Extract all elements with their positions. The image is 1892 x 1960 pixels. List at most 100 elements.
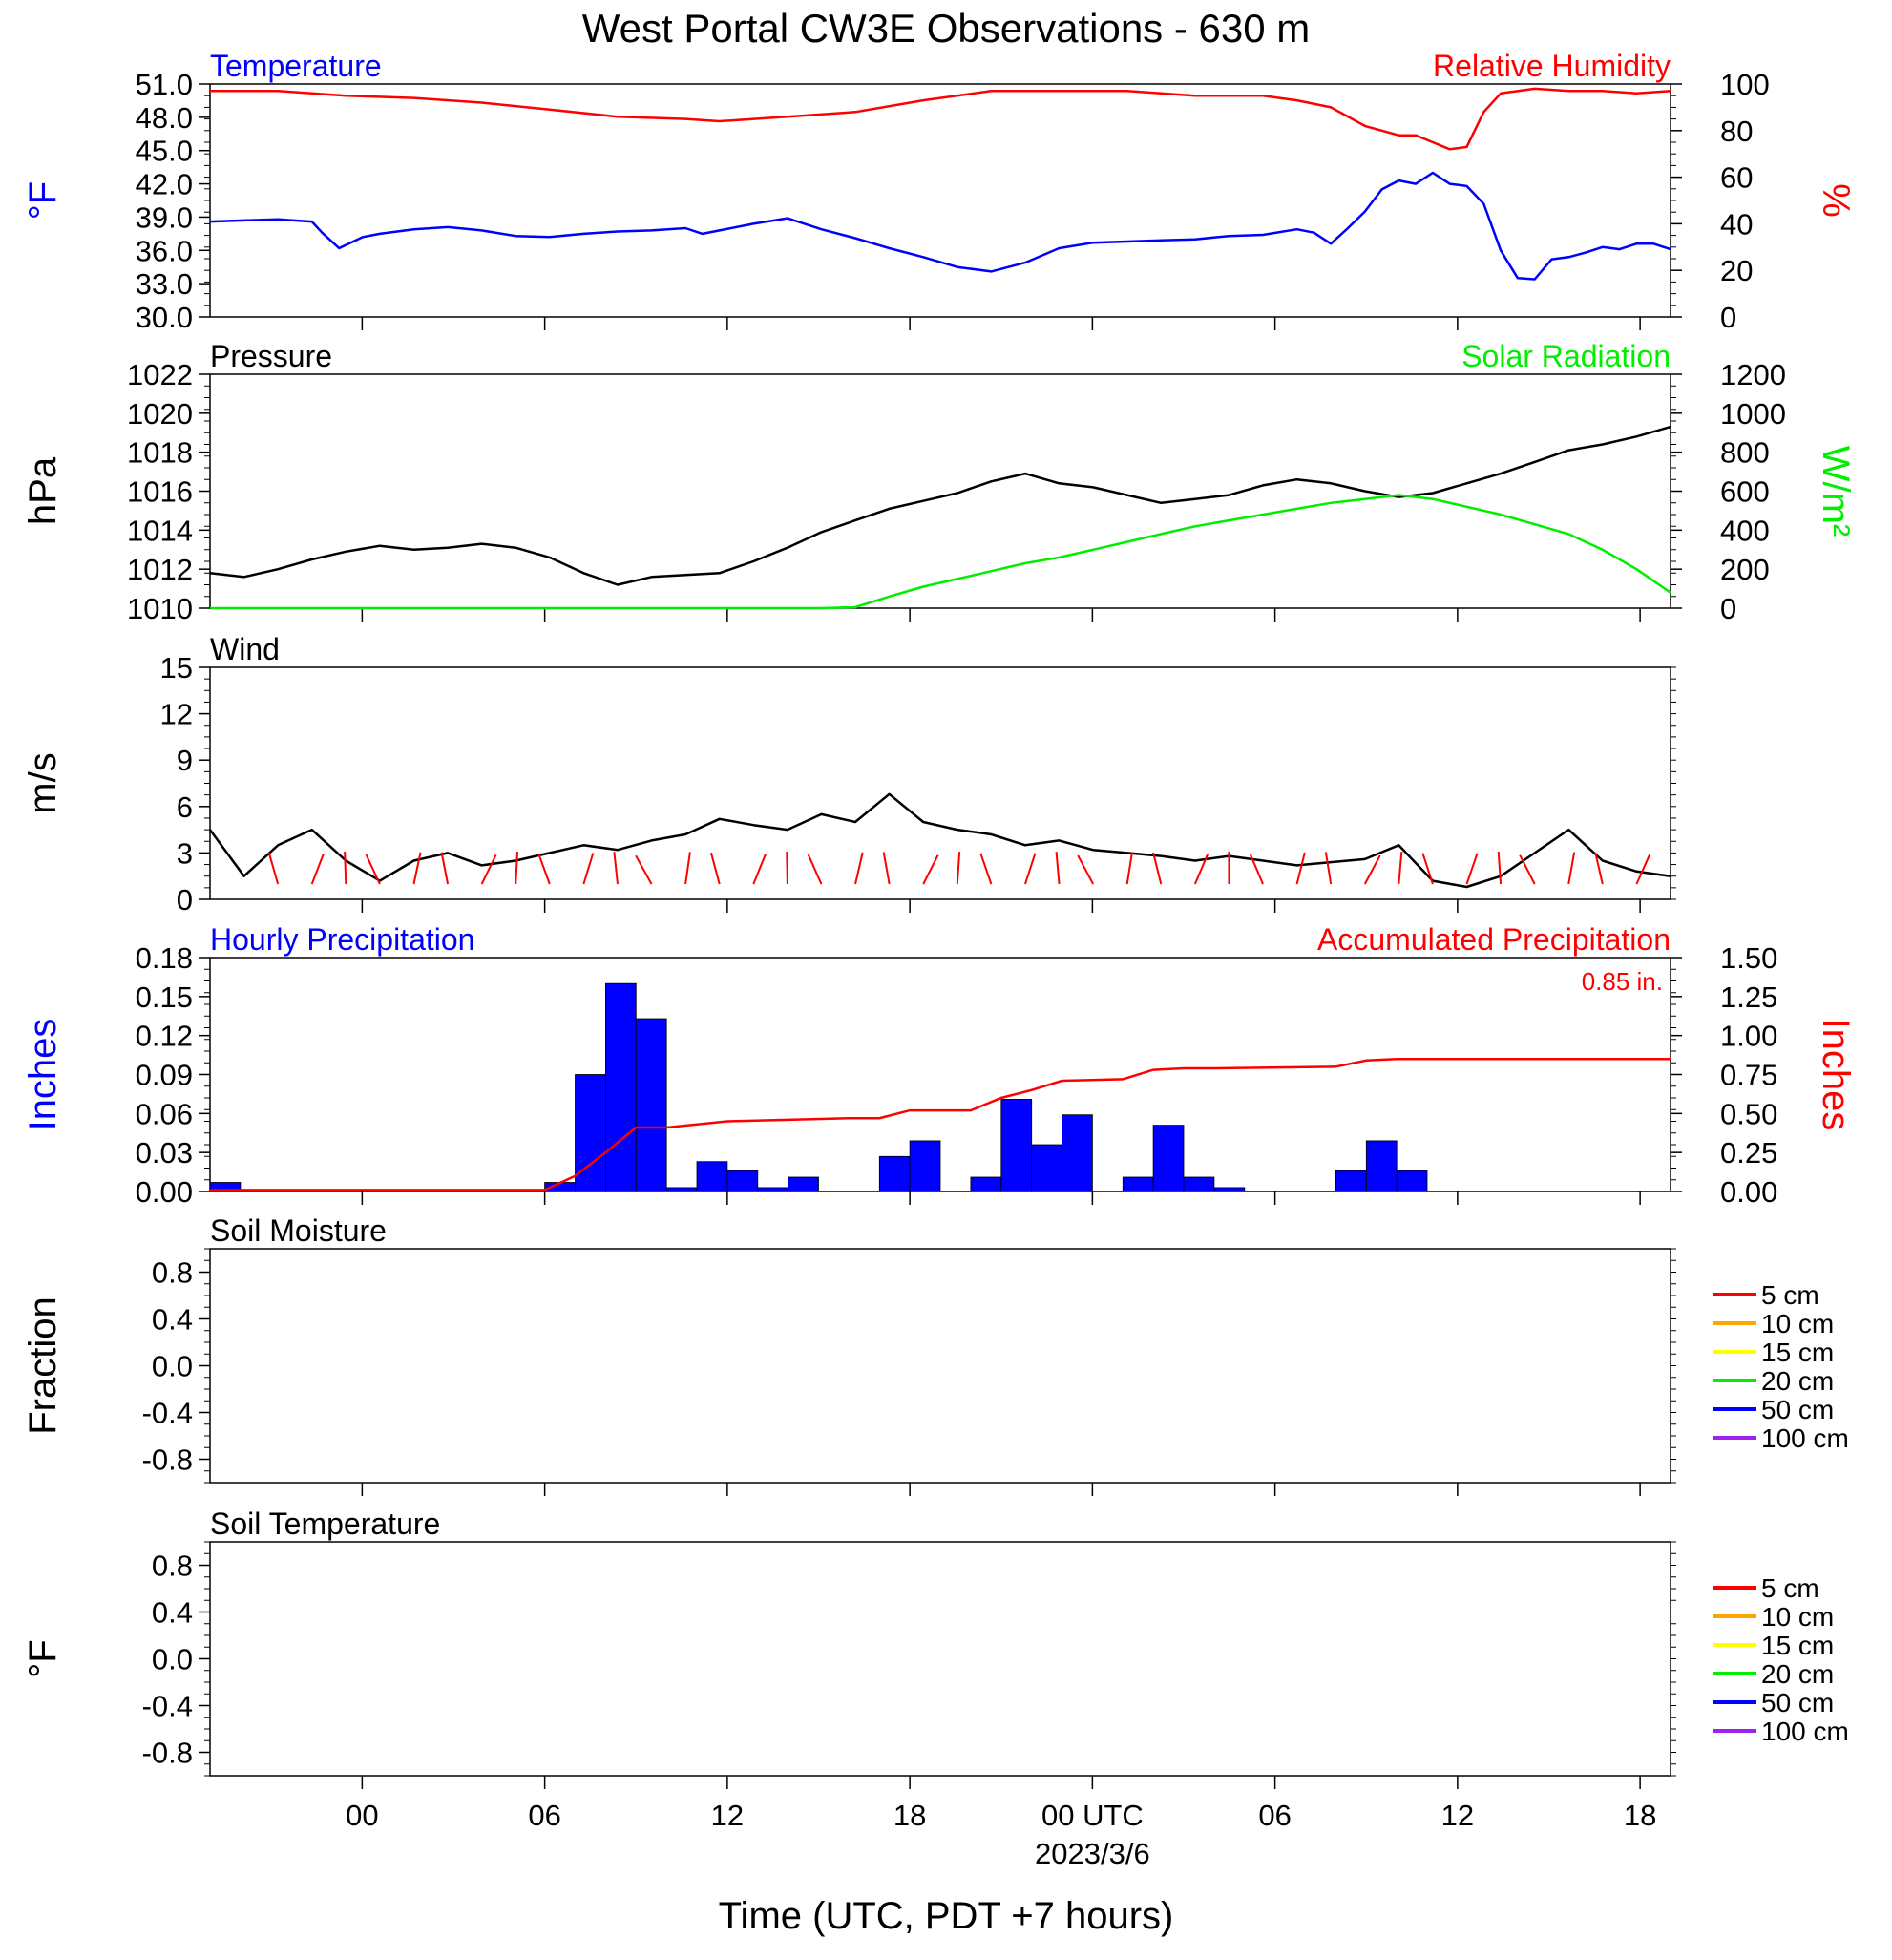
y-tick-label-left: 0.00 xyxy=(136,1175,193,1209)
y-tick-label-left: 48.0 xyxy=(136,101,193,135)
x-tick-label: 00 xyxy=(346,1799,378,1832)
y-tick-label-left: 0.4 xyxy=(152,1596,193,1630)
wind-barb xyxy=(807,854,823,885)
precip-bar xyxy=(1062,1114,1093,1192)
wind-barb xyxy=(1055,852,1061,885)
y-tick-label-left: 0.06 xyxy=(136,1097,193,1130)
y-axis-label-left: Inches xyxy=(22,1019,64,1131)
panel-title-left: Wind xyxy=(210,632,280,666)
y-tick-label-left: 1022 xyxy=(127,358,193,391)
wind-barb xyxy=(1125,852,1134,885)
y-tick-label-right: 0 xyxy=(1720,301,1736,334)
wind-barb xyxy=(922,854,939,885)
y-tick-label-left: 42.0 xyxy=(136,168,193,201)
precip-bar xyxy=(209,1182,242,1192)
y-tick-label-left: 15 xyxy=(160,651,193,685)
y-axis-label-left: hPa xyxy=(22,456,64,525)
accumulated-total-annotation: 0.85 in. xyxy=(1582,967,1663,996)
y-axis-label-left: m/s xyxy=(22,752,64,813)
precip-bar xyxy=(878,1155,911,1192)
x-tick-label: 06 xyxy=(1258,1799,1291,1832)
precip-bar xyxy=(575,1074,606,1192)
wind-barb xyxy=(635,854,653,885)
y-tick-label-right: 1200 xyxy=(1720,358,1786,391)
y-tick-label-right: 60 xyxy=(1720,161,1753,195)
wind-barb xyxy=(1497,852,1503,885)
legend-label: 5 cm xyxy=(1761,1280,1819,1310)
y-tick-label-left: 36.0 xyxy=(136,234,193,267)
y-tick-label-right: 1.25 xyxy=(1720,980,1777,1014)
precip-bar xyxy=(757,1187,789,1192)
panel-4: Hourly Precipitation Accumulated Precipit… xyxy=(22,922,1857,1209)
precip-bar xyxy=(1213,1187,1246,1192)
panel-1: Temperature Relative Humidity 51.048.045.0… xyxy=(22,49,1857,334)
y-tick-label-left: 0.4 xyxy=(152,1303,193,1337)
x-tick-label: 18 xyxy=(1624,1799,1656,1832)
y-tick-label-left: 0.8 xyxy=(152,1256,193,1290)
precip-bar xyxy=(1152,1125,1185,1192)
wind-barb xyxy=(1193,854,1209,885)
legend-label: 5 cm xyxy=(1761,1573,1819,1603)
y-tick-label-right: 80 xyxy=(1720,115,1753,148)
y-tick-label-left: 1020 xyxy=(127,397,193,431)
y-tick-label-right: 100 xyxy=(1720,68,1770,101)
y-tick-label-right: 1000 xyxy=(1720,397,1786,431)
y-tick-label-left: 3 xyxy=(177,836,193,870)
wind-barb xyxy=(1635,854,1651,885)
y-tick-label-left: 0 xyxy=(177,883,193,917)
precip-bar xyxy=(1122,1176,1154,1192)
panel-title-left: Soil Temperature xyxy=(210,1507,440,1541)
panel-2: Pressure Solar Radiation 1022 1020 1018 1016 1… xyxy=(22,339,1857,625)
precip-bar xyxy=(1183,1176,1215,1192)
y-tick-label-right: 0.25 xyxy=(1720,1136,1777,1170)
wind-barb xyxy=(854,852,864,885)
wind-barb xyxy=(786,851,788,885)
panel-5: Soil Moisture 0.8 0.4 0.0 -0.4 -0.8 Fraction 5 … xyxy=(22,1213,1849,1496)
series-line-1 xyxy=(209,425,1671,586)
y-tick-label-left: 12 xyxy=(160,698,193,731)
y-tick-label-left: 0.0 xyxy=(152,1350,193,1383)
panel-title-left: Pressure xyxy=(210,339,332,373)
wind-barb xyxy=(979,853,993,885)
legend-label: 20 cm xyxy=(1761,1366,1834,1396)
y-tick-label-right: 0.50 xyxy=(1720,1097,1777,1130)
accumulated-precip-line xyxy=(210,1057,1671,1191)
x-axis-label: Time (UTC, PDT +7 hours) xyxy=(719,1895,1174,1937)
legend-label: 50 cm xyxy=(1761,1395,1834,1424)
precip-bar xyxy=(788,1176,819,1192)
y-tick-label-right: 600 xyxy=(1720,475,1770,509)
wind-barb xyxy=(365,854,381,885)
y-tick-label-right: 0.00 xyxy=(1720,1175,1777,1209)
y-tick-label-left: 0.12 xyxy=(136,1020,193,1053)
panel-title-left: Soil Moisture xyxy=(210,1213,387,1248)
y-tick-label-right: 400 xyxy=(1720,514,1770,547)
precip-bar xyxy=(605,982,637,1192)
precip-bar xyxy=(726,1170,759,1192)
wind-barb xyxy=(515,851,519,885)
y-axis-label-right: Inches xyxy=(1815,1019,1857,1131)
wind-barb xyxy=(1249,854,1264,885)
y-tick-label-left: 1014 xyxy=(127,514,193,547)
panels-group: Temperature Relative Humidity 51.048.045.0… xyxy=(22,49,1857,1789)
y-tick-label-left: 33.0 xyxy=(136,267,193,301)
y-tick-label-left: -0.4 xyxy=(142,1397,193,1430)
series-line-2 xyxy=(210,87,1671,151)
y-tick-label-right: 20 xyxy=(1720,254,1753,287)
y-tick-label-left: 0.18 xyxy=(136,941,193,975)
precip-bar xyxy=(635,1018,667,1192)
y-tick-label-right: 200 xyxy=(1720,553,1770,586)
wind-barb xyxy=(684,852,691,885)
legend-label: 10 cm xyxy=(1761,1602,1834,1632)
y-tick-label-left: 0.15 xyxy=(136,980,193,1014)
series-line-2 xyxy=(210,494,1671,610)
legend-label: 10 cm xyxy=(1761,1309,1834,1338)
precip-bar xyxy=(1031,1144,1062,1192)
precip-bar xyxy=(1396,1170,1428,1192)
precip-bar xyxy=(1365,1140,1398,1192)
y-axis-label-left: °F xyxy=(22,181,64,220)
y-tick-label-left: 39.0 xyxy=(136,200,193,234)
panel-title-left: Hourly Precipitation xyxy=(210,922,474,957)
wind-barb xyxy=(1024,853,1037,885)
